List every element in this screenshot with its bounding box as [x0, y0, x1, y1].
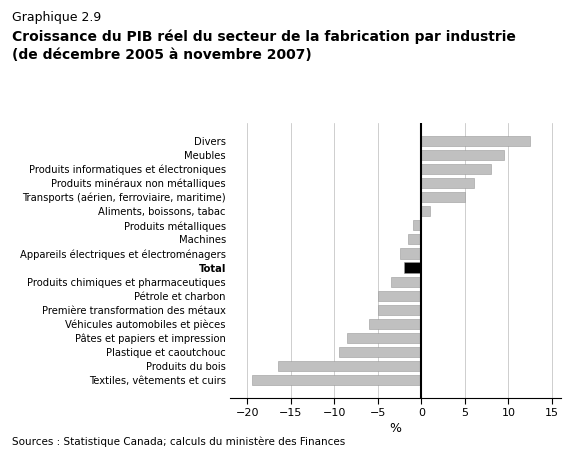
Bar — [421, 192, 465, 202]
Bar — [339, 347, 421, 357]
Text: Sources : Statistique Canada; calculs du ministère des Finances: Sources : Statistique Canada; calculs du… — [12, 436, 345, 447]
Bar — [421, 136, 530, 146]
Bar — [421, 164, 491, 174]
Bar — [421, 150, 504, 160]
X-axis label: %: % — [389, 422, 401, 435]
Bar — [391, 276, 421, 287]
Bar — [369, 319, 421, 329]
Bar — [252, 375, 421, 385]
Text: Graphique 2.9: Graphique 2.9 — [12, 11, 101, 24]
Bar — [421, 206, 430, 216]
Bar — [278, 361, 421, 371]
Bar — [421, 178, 474, 188]
Bar — [378, 305, 421, 315]
Bar — [404, 262, 421, 272]
Bar — [347, 333, 421, 343]
Bar — [400, 249, 421, 259]
Bar — [378, 291, 421, 301]
Bar — [413, 220, 421, 230]
Text: (de décembre 2005 à novembre 2007): (de décembre 2005 à novembre 2007) — [12, 48, 311, 62]
Text: Croissance du PIB réel du secteur de la fabrication par industrie: Croissance du PIB réel du secteur de la … — [12, 30, 515, 44]
Bar — [408, 234, 421, 244]
